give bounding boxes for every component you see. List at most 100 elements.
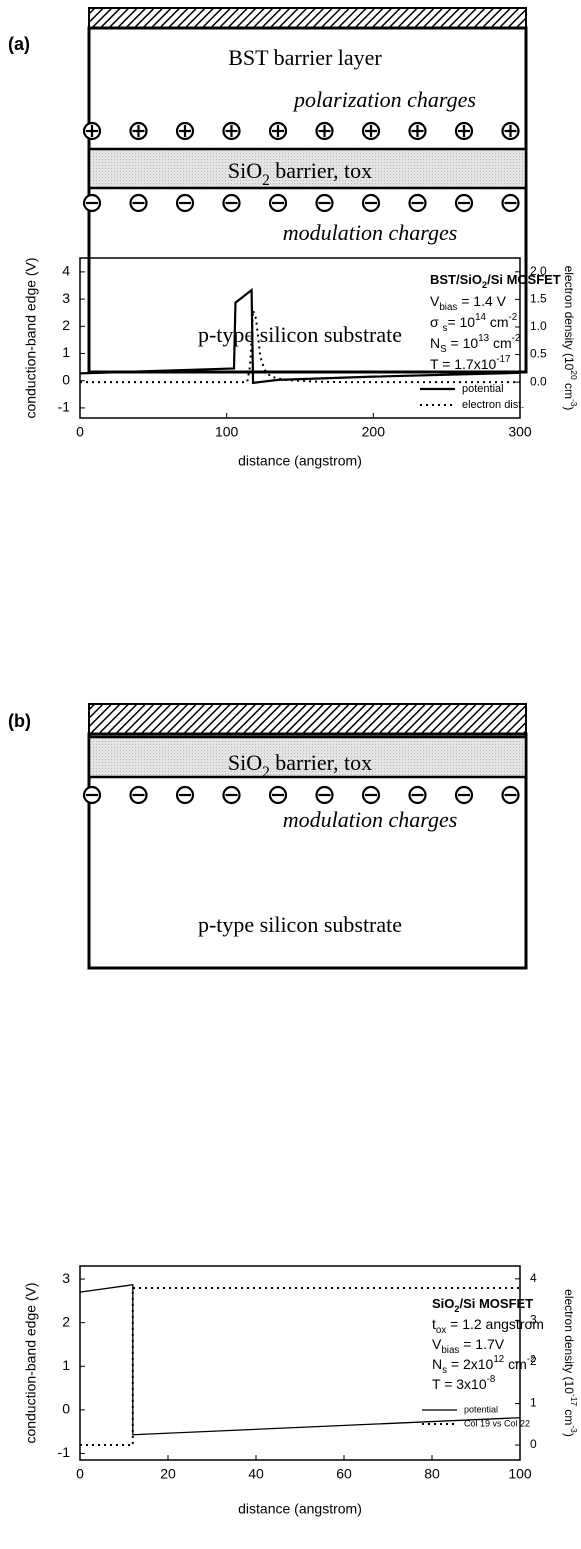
annotation-title: BST/SiO2/Si MOSFET [430,272,561,290]
text-part: 2 [482,280,487,290]
text-part: V [432,1336,442,1352]
text-part: N [432,1356,442,1372]
text-part: = 1.2 angstrom [446,1316,544,1332]
text-part: ox [436,1325,446,1336]
y2-tick-label: 0.5 [530,347,547,361]
charge-label: polarization charges [292,87,476,112]
panel-label: (b) [8,711,31,731]
annotation: σ s= 1014 cm-2 [430,312,517,334]
electrode [88,703,527,735]
device-box [87,732,528,970]
x-tick-label: 80 [424,1466,440,1482]
x-tick-label: 0 [76,1466,84,1482]
text-part: electron density (10 [562,266,576,371]
y-tick-label: 2 [62,317,70,333]
legend-label: Col 19 vs Col 22 [464,1418,530,1428]
y2-tick-label: 0 [530,1437,537,1451]
text-part: t [432,1316,436,1332]
text-part: S [440,344,447,355]
text-part: cm [489,335,512,351]
y2-tick-label: 4 [530,1271,537,1285]
text-part: SiO [228,750,262,775]
text-part: barrier, tox [270,750,372,775]
text-part: = 1.7V [459,1336,504,1352]
annotation: tox = 1.2 angstrom [432,1316,544,1336]
x-tick-label: 200 [362,424,386,440]
y-tick-label: 4 [62,263,70,279]
y-tick-label: 0 [62,1401,70,1417]
x-tick-label: 60 [336,1466,352,1482]
x-tick-label: 20 [160,1466,176,1482]
plot-frame [79,1265,521,1461]
text-part: cm [504,1356,527,1372]
text-part: 2 [262,764,270,781]
y2-tick-label: 1.0 [530,319,547,333]
y-tick-label: 0 [62,371,70,387]
text-part: σ [430,314,443,330]
y-tick-label: 1 [62,1357,70,1373]
text-part: N [430,335,440,351]
oxide-label: SiO2 barrier, tox [228,750,372,781]
text-part: T = 1.7x10 [430,356,497,372]
legend-label: potential [464,1404,498,1414]
substrate-label: p-type silicon substrate [198,912,402,937]
y2-tick-label: 2 [530,1354,537,1368]
x-axis-label: distance (angstrom) [238,453,362,469]
text-part: bias [441,1345,459,1356]
text-part: -3 [569,1425,579,1433]
y-axis-label: conduction-band edge (V) [23,257,39,418]
text-part: -8 [487,1374,496,1385]
text-part: /Si MOSFET [459,1296,533,1311]
annotation: Ns = 2x1012 cm-2 [432,1354,536,1376]
substrate-label: p-type silicon substrate [198,322,402,347]
x-tick-label: 100 [215,424,239,440]
text-part: 13 [478,333,489,344]
text-part: -2 [527,1354,536,1365]
text-part: bias [439,302,457,313]
text-part: barrier, tox [270,158,372,183]
text-part: 12 [493,1354,504,1365]
series-line [79,287,521,385]
text-part: -17 [569,1394,579,1406]
x-tick-label: 40 [248,1466,264,1482]
text-part: SiO [228,158,262,183]
annotation: T = 1.7x10-17 [430,354,510,372]
oxide-layer [87,147,528,190]
x-tick-label: 300 [508,424,532,440]
y-tick-label: 1 [62,344,70,360]
text-part: V [430,293,440,309]
text-part: = 2x10 [447,1356,494,1372]
text-part: 14 [475,312,486,323]
text-part: cm [486,314,509,330]
x-tick-label: 0 [76,424,84,440]
text-part: cm [562,380,576,399]
x-axis-label: distance (angstrom) [238,1501,362,1517]
annotation: NS = 1013 cm-2 [430,333,520,355]
text-part: -2 [509,312,518,323]
text-part: ) [562,1433,576,1437]
panel-label: (a) [8,34,30,54]
y-tick-label: -1 [58,399,71,415]
y-tick-label: 3 [62,290,70,306]
text-part: T = 3x10 [432,1376,487,1392]
x-tick-label: 100 [508,1466,532,1482]
text-part: -17 [496,354,510,365]
plot-frame [79,257,521,419]
text-part: -3 [569,399,579,407]
text-part: cm [562,1406,576,1425]
oxide-label: SiO2 barrier, tox [228,158,372,189]
charge-label: modulation charges [283,220,458,245]
text-part: 2 [262,172,270,189]
text-part: SiO [432,1296,454,1311]
legend-label: potential [462,383,504,395]
text-part: ) [562,406,576,410]
y2-tick-label: 0.0 [530,374,547,388]
text-part: BST/SiO [430,272,482,287]
legend-label: electron dist. [462,399,524,411]
electrode [88,7,527,29]
annotation-title: SiO2/Si MOSFET [432,1296,533,1314]
text-part: /Si MOSFET [487,272,561,287]
text-part: s [442,1365,447,1376]
text-part: = 10 [447,314,475,330]
